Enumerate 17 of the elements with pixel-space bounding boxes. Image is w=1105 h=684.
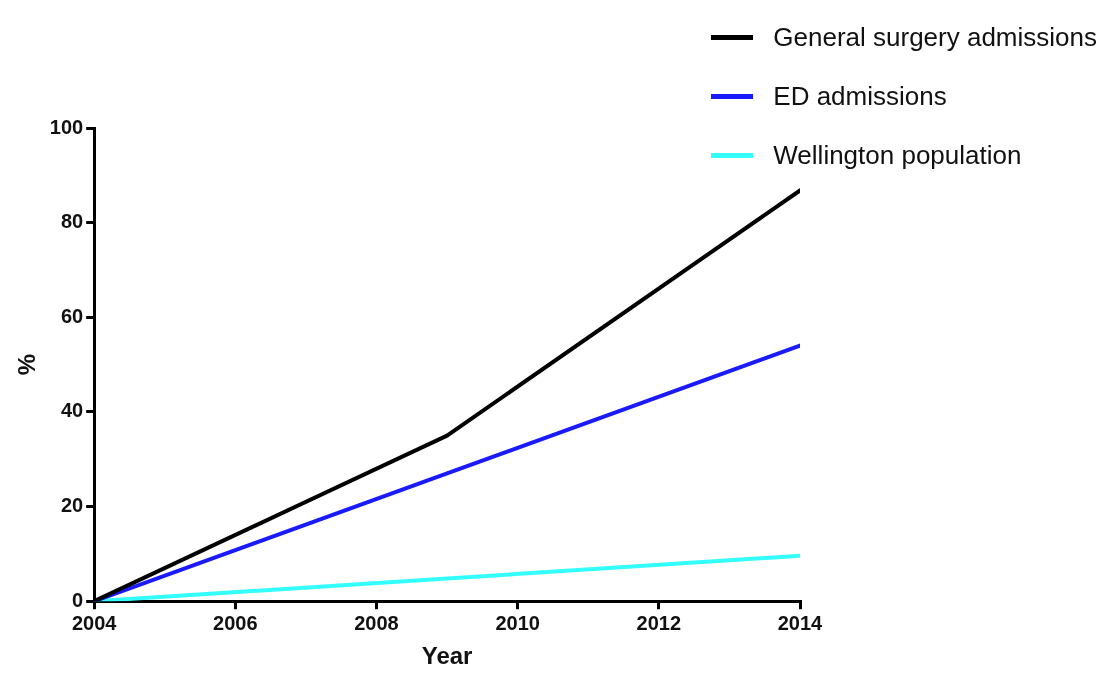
x-tick-label: 2014: [777, 611, 824, 634]
x-tick-label: 2010: [495, 611, 540, 634]
y-tick-label: 100: [49, 115, 84, 138]
x-axis-title: Year: [421, 642, 473, 670]
y-tick-label: 0: [72, 588, 84, 611]
y-axis-title: %: [13, 353, 41, 376]
x-tick-label: 2008: [354, 611, 399, 634]
y-tick-label: 40: [60, 399, 84, 422]
x-tick-label: 2004: [71, 611, 118, 634]
legend-label: ED admissions: [773, 81, 947, 112]
x-tick-label: 2012: [636, 611, 682, 634]
legend-label: Wellington population: [773, 140, 1022, 171]
x-tick-label: 2006: [213, 611, 258, 634]
y-tick-label: 20: [60, 494, 84, 517]
legend-label: General surgery admissions: [773, 22, 1097, 53]
y-tick-label: 80: [60, 210, 84, 233]
y-tick-label: 60: [60, 304, 84, 327]
